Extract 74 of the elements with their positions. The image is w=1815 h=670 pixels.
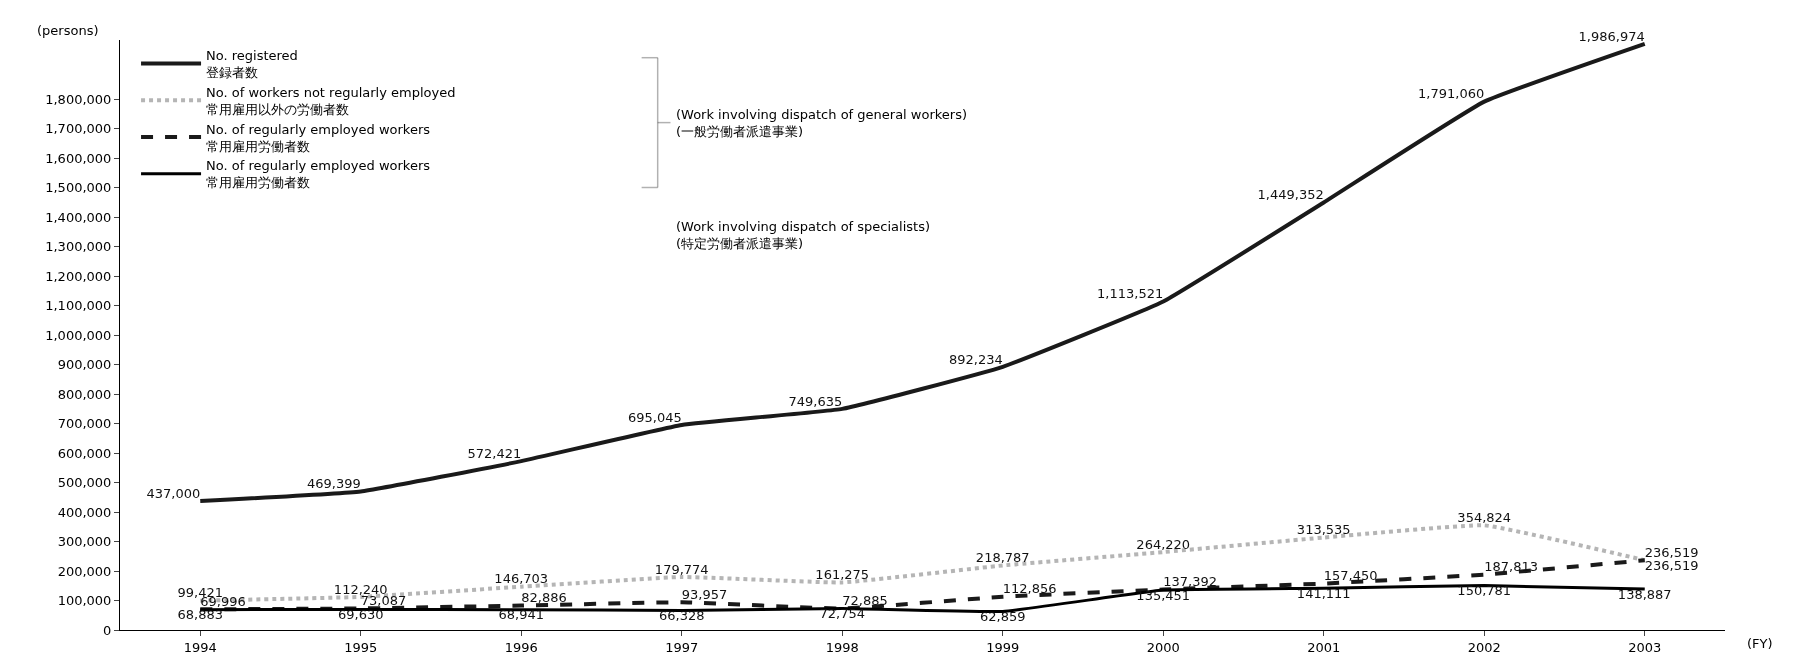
data-label: 187,813 bbox=[1484, 559, 1539, 575]
legend-label: No. of workers not regularly employed 常用雇用以外の労働者数 bbox=[206, 84, 456, 117]
y-tick-label: 1,500,000 bbox=[45, 180, 112, 196]
y-tick-label: 700,000 bbox=[57, 416, 112, 432]
y-tick-label: 1,200,000 bbox=[45, 268, 112, 284]
data-label: 437,000 bbox=[146, 485, 201, 501]
data-label: 150,781 bbox=[1457, 583, 1512, 599]
y-tick-label: 600,000 bbox=[57, 445, 112, 461]
data-label: 112,856 bbox=[1002, 581, 1057, 597]
x-tick-label: 1997 bbox=[665, 639, 699, 655]
x-axis-title: (FY) bbox=[1747, 636, 1773, 651]
data-label: 137,392 bbox=[1163, 574, 1218, 590]
data-label: 157,450 bbox=[1323, 568, 1378, 584]
data-label: 1,113,521 bbox=[1097, 286, 1164, 302]
data-label: 313,535 bbox=[1296, 522, 1351, 538]
data-label: 236,519 bbox=[1644, 544, 1699, 560]
line-series bbox=[198, 41, 1647, 504]
data-label: 93,957 bbox=[681, 587, 728, 603]
data-label: 469,399 bbox=[306, 476, 361, 492]
data-label: 82,886 bbox=[521, 590, 567, 606]
data-label: 695,045 bbox=[627, 409, 682, 425]
data-label: 1,986,974 bbox=[1578, 28, 1645, 44]
y-tick-label: 0 bbox=[103, 622, 112, 638]
y-tick-label: 1,600,000 bbox=[45, 150, 112, 166]
data-label: 1,449,352 bbox=[1257, 187, 1324, 203]
data-label: 264,220 bbox=[1136, 536, 1191, 552]
data-label: 62,859 bbox=[980, 609, 1026, 625]
data-label: 179,774 bbox=[654, 561, 709, 577]
x-tick-label: 1999 bbox=[986, 639, 1020, 655]
data-label: 892,234 bbox=[948, 351, 1003, 367]
y-tick-label: 500,000 bbox=[57, 475, 112, 491]
data-label: 72,885 bbox=[842, 593, 888, 609]
data-label: 112,240 bbox=[333, 581, 388, 597]
data-label: 66,328 bbox=[659, 608, 705, 624]
data-label: 354,824 bbox=[1457, 510, 1512, 526]
data-label: 141,111 bbox=[1296, 586, 1351, 602]
legend-label: No. of regularly employed workers 常用雇用労働者数 bbox=[206, 121, 431, 154]
x-tick-label: 1994 bbox=[183, 639, 217, 655]
y-tick-label: 1,400,000 bbox=[45, 209, 112, 225]
data-label: 68,941 bbox=[498, 607, 544, 623]
data-label: 146,703 bbox=[494, 571, 549, 587]
data-label: 1,791,060 bbox=[1418, 86, 1485, 102]
x-tick-label: 1996 bbox=[504, 639, 538, 655]
data-label: 138,887 bbox=[1617, 586, 1672, 602]
y-axis-title: (persons) bbox=[37, 23, 99, 38]
data-label: 218,787 bbox=[975, 550, 1030, 566]
x-tick-label: 1998 bbox=[825, 639, 859, 655]
legend-label: No. of regularly employed workers 常用雇用労働者数 bbox=[206, 158, 431, 191]
y-tick-label: 400,000 bbox=[57, 504, 112, 520]
x-tick-label: 1995 bbox=[344, 639, 378, 655]
data-label: 572,421 bbox=[467, 445, 522, 461]
x-tick-label: 2003 bbox=[1628, 639, 1662, 655]
annotation: (Work involving dispatch of specialists) (特定労働者派遣事業) bbox=[676, 219, 930, 251]
y-tick-label: 1,100,000 bbox=[45, 298, 112, 314]
data-label: 68,883 bbox=[177, 607, 223, 623]
x-tick-label: 2000 bbox=[1146, 639, 1180, 655]
data-label: 69,630 bbox=[338, 607, 384, 623]
y-tick-label: 200,000 bbox=[57, 563, 112, 579]
y-tick-label: 300,000 bbox=[57, 534, 112, 550]
legend-label: No. registered 登録者数 bbox=[206, 48, 298, 80]
annotation: (Work involving dispatch of general workers) (一般労働者派遣事業) bbox=[676, 107, 968, 139]
y-tick-label: 100,000 bbox=[57, 593, 112, 609]
x-tick-label: 2001 bbox=[1307, 639, 1341, 655]
y-tick-label: 1,300,000 bbox=[45, 239, 112, 255]
data-label: 749,635 bbox=[788, 393, 843, 409]
y-tick-label: 1,800,000 bbox=[45, 91, 112, 107]
y-tick-label: 1,000,000 bbox=[45, 327, 112, 343]
y-tick-label: 900,000 bbox=[57, 357, 112, 373]
y-tick-label: 1,700,000 bbox=[45, 121, 112, 137]
x-tick-label: 2002 bbox=[1467, 639, 1501, 655]
data-label: 236,519 bbox=[1644, 557, 1699, 573]
data-label: 72,754 bbox=[819, 606, 865, 622]
data-label: 161,275 bbox=[815, 567, 870, 583]
y-tick-label: 800,000 bbox=[57, 386, 112, 402]
